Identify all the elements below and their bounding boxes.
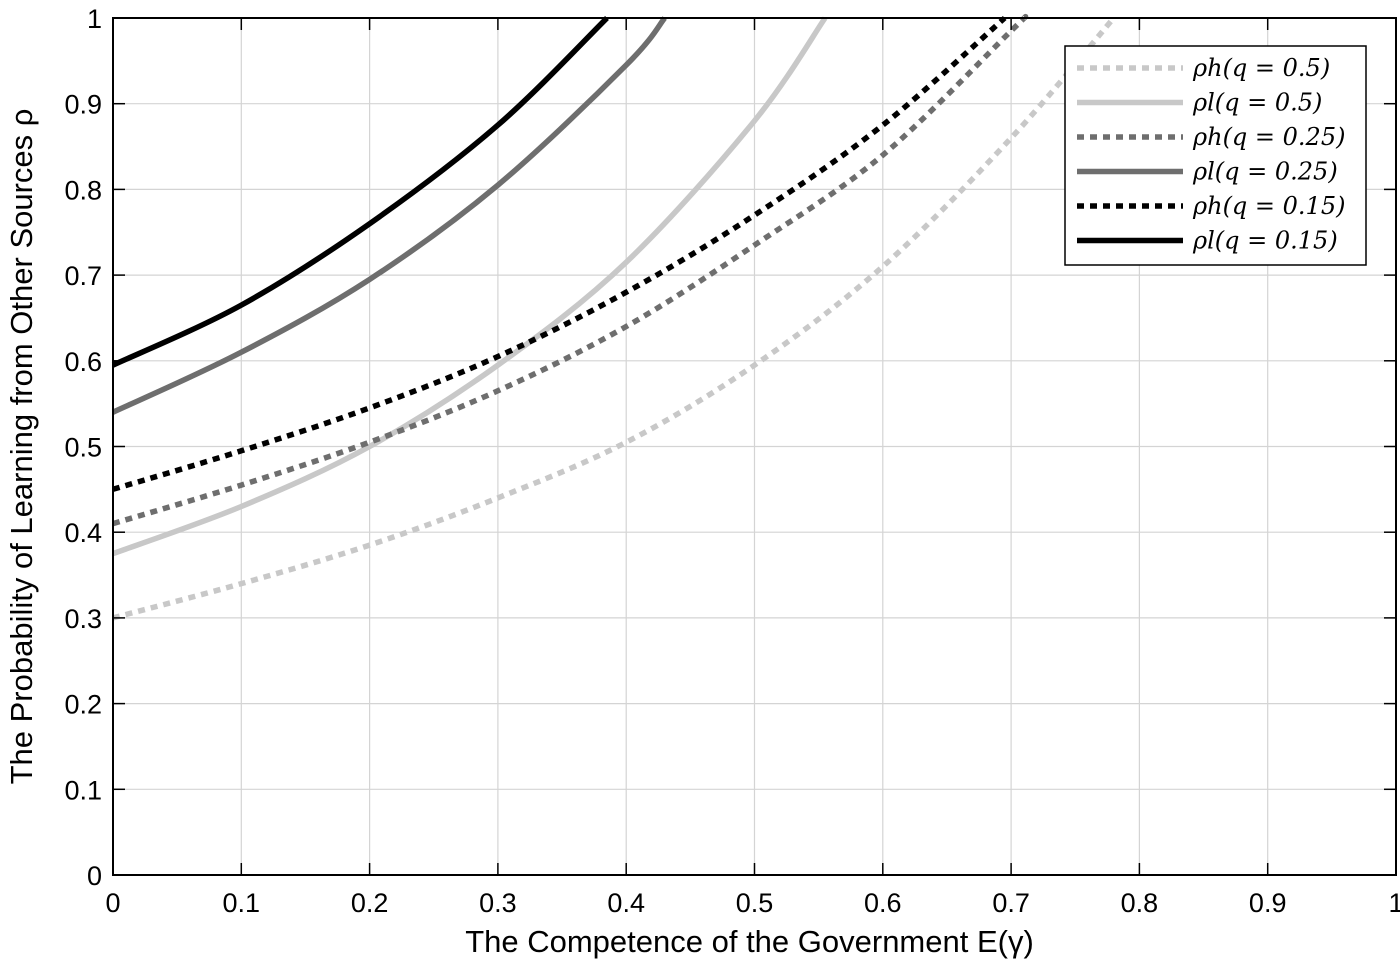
- grid: [113, 18, 1396, 875]
- x-tick-label: 0.9: [1249, 888, 1287, 918]
- y-tick-label: 0.9: [64, 90, 102, 120]
- series-line-4: [111, 16, 667, 415]
- y-tick-label: 0.7: [64, 261, 102, 291]
- legend-entry: ρh(q = 0.25): [1192, 123, 1345, 151]
- legend-entry: ρh(q = 0.5): [1192, 54, 1330, 82]
- x-tick-label: 0.2: [351, 888, 389, 918]
- y-tick-label: 0.6: [64, 347, 102, 377]
- y-tick-label: 0.1: [64, 775, 102, 805]
- x-tick-label: 0.3: [479, 888, 517, 918]
- y-tick-label: 1: [87, 4, 102, 34]
- x-tick-label: 0: [105, 888, 120, 918]
- y-axis-label: The Probability of Learning from Other S…: [4, 109, 39, 785]
- x-tick-label: 0.1: [223, 888, 261, 918]
- y-tick-label: 0: [87, 861, 102, 891]
- series-line-3: [112, 13, 1029, 527]
- series-line-6: [111, 16, 609, 368]
- y-tick-label: 0.5: [64, 433, 102, 463]
- series-layer: [111, 13, 1116, 621]
- x-tick-label: 1: [1388, 888, 1400, 918]
- y-tick-label: 0.3: [64, 604, 102, 634]
- axis-ticks: 0 0.1 0.2 0.3 0.4 0.5 0.6 0.7 0.8 0.9 1 0 0.1 0.2 0.3 0…: [64, 4, 1400, 918]
- x-tick-label: 0.7: [992, 888, 1030, 918]
- series-line-5: [112, 15, 1007, 492]
- x-tick-label: 0.4: [607, 888, 645, 918]
- legend-entry: ρl(q = 0.15): [1192, 227, 1338, 255]
- y-tick-label: 0.4: [64, 518, 102, 548]
- legend-box: [1064, 45, 1367, 266]
- x-tick-label: 0.8: [1121, 888, 1159, 918]
- x-axis-label: The Competence of the Government E(γ): [465, 924, 1034, 959]
- series-line-2: [112, 16, 828, 557]
- legend-entry: ρh(q = 0.15): [1192, 192, 1345, 220]
- y-tick-label: 0.8: [64, 175, 102, 205]
- legend-entry: ρl(q = 0.5): [1192, 89, 1322, 117]
- series-line-1: [112, 16, 1116, 621]
- y-tick-label: 0.2: [64, 690, 102, 720]
- x-tick-label: 0.5: [736, 888, 774, 918]
- x-tick-label: 0.6: [864, 888, 902, 918]
- legend: ρh(q = 0.5) ρl(q = 0.5) ρh(q = 0.25) ρl(q =…: [1064, 45, 1367, 266]
- legend-entry: ρl(q = 0.25): [1192, 158, 1338, 186]
